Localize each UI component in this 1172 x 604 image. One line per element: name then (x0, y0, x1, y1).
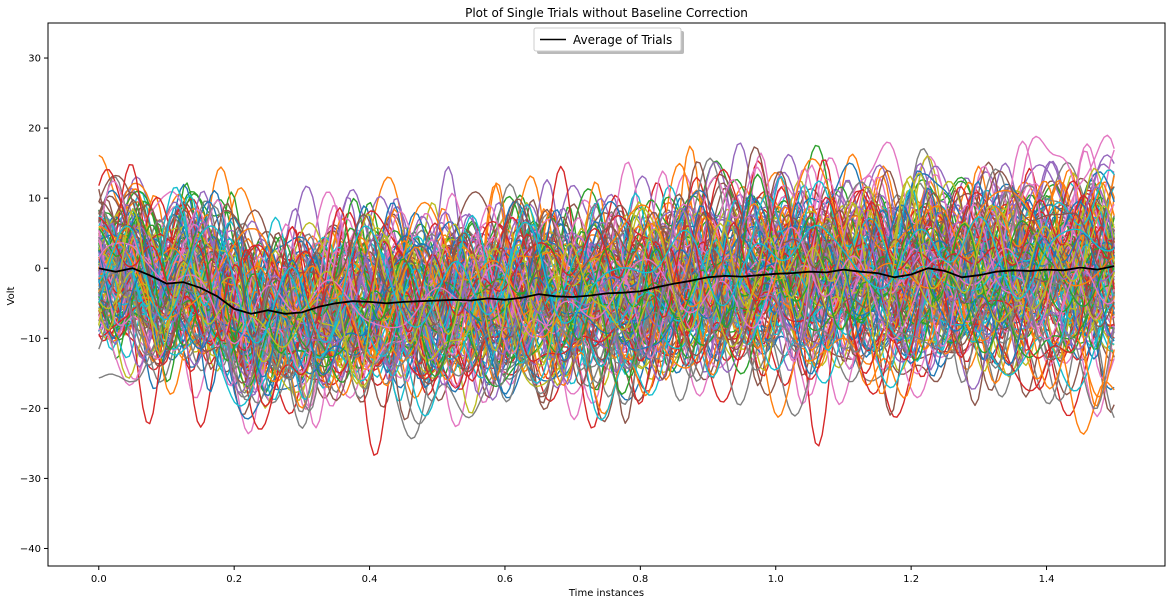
trial-line (98, 238, 1115, 402)
trials-layer (98, 134, 1115, 456)
x-tick-label: 1.4 (1039, 574, 1055, 585)
trial-line (98, 146, 1115, 350)
y-tick-label: −20 (20, 404, 41, 415)
trial-line (98, 162, 1115, 319)
x-tick-label: 1.2 (903, 574, 919, 585)
y-tick-label: 0 (35, 264, 41, 275)
y-tick-label: −40 (20, 544, 41, 555)
x-axis-label: Time instances (568, 588, 644, 599)
trial-line (98, 180, 1115, 385)
x-tick-label: 1.0 (768, 574, 784, 585)
x-axis: 0.0 0.2 0.4 0.6 0.8 1.0 1.2 1.4 (91, 566, 1055, 585)
legend-label-average: Average of Trials (573, 33, 672, 47)
y-tick-label: −10 (20, 334, 41, 345)
y-axis-label: Volt (6, 286, 17, 305)
trial-line (98, 158, 1115, 359)
plot-frame (47, 22, 1166, 567)
trial-line (98, 178, 1115, 374)
trial-line (98, 208, 1115, 387)
trial-line (98, 234, 1115, 372)
trial-line (98, 135, 1115, 375)
average-line (98, 265, 1115, 315)
legend-box (533, 27, 682, 52)
y-tick-label: 10 (28, 194, 41, 205)
x-tick-label: 0.8 (632, 574, 648, 585)
y-tick-label: 20 (28, 124, 41, 135)
x-tick-label: 0.4 (362, 574, 378, 585)
trial-line (98, 180, 1115, 310)
legend: Average of Trials (533, 27, 684, 54)
x-tick-label: 0.2 (226, 574, 242, 585)
x-tick-label: 0.6 (497, 574, 513, 585)
trial-line (98, 204, 1115, 395)
y-axis: −40 −30 −20 −10 0 10 20 30 (20, 54, 48, 555)
trial-line (98, 226, 1115, 408)
y-tick-label: −30 (20, 474, 41, 485)
trial-line (98, 186, 1115, 394)
average-layer (98, 265, 1115, 315)
trial-line (98, 258, 1115, 413)
y-tick-label: 30 (28, 54, 41, 65)
trial-line (98, 173, 1115, 378)
chart-title: Plot of Single Trials without Baseline C… (465, 6, 748, 20)
x-tick-label: 0.0 (91, 574, 107, 585)
trial-line (98, 216, 1115, 344)
